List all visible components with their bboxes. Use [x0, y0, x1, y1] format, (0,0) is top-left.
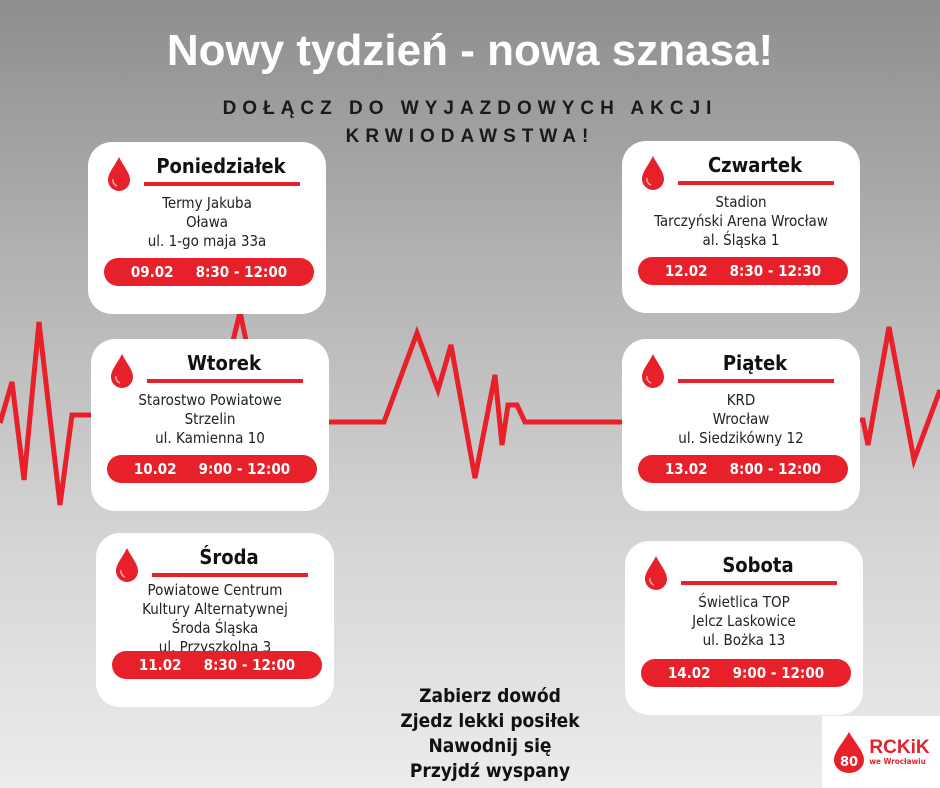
blood-drop-icon	[642, 156, 664, 190]
event-card: Środa Powiatowe Centrum Kultury Alternaty…	[96, 533, 334, 707]
blood-drop-icon	[108, 157, 130, 191]
event-card: Sobota Świetlica TOP Jelcz Laskowice ul. B…	[625, 541, 863, 715]
day-name: Sobota	[722, 553, 794, 577]
divider	[147, 379, 303, 383]
location-line: Powiatowe Centrum	[147, 581, 283, 599]
logo-city: we Wrocławiu	[869, 756, 926, 766]
divider	[152, 573, 308, 577]
location: Powiatowe Centrum Kultury Alternatywnej Śr…	[102, 581, 328, 657]
divider	[144, 182, 300, 186]
location-line: Środa Śląska	[171, 619, 259, 637]
date-time-badge: 13.02 8:00 - 12:00	[638, 455, 848, 483]
day-name: Czwartek	[707, 153, 803, 177]
time: 8:30 - 12:00	[195, 263, 288, 281]
divider	[681, 581, 837, 585]
divider	[678, 379, 834, 383]
date: 11.02	[138, 656, 182, 674]
day-name: Środa	[199, 545, 259, 569]
divider	[678, 181, 834, 185]
tip: Przyjdź wyspany	[409, 760, 571, 782]
date: 12.02	[664, 262, 708, 280]
subtitle-line: DOŁĄCZ DO WYJAZDOWYCH AKCJI	[222, 98, 718, 119]
event-card: Poniedziałek Termy Jakuba Oława ul. 1-go m…	[88, 142, 326, 314]
logo-badge: 80	[840, 755, 858, 770]
subtitle: DOŁĄCZ DO WYJAZDOWYCH AKCJI KRWIODAWSTWA!	[0, 95, 940, 151]
location-line: Stadion	[715, 193, 767, 211]
time: 8:30 - 12:30	[729, 262, 822, 280]
tip: Zjedz lekki posiłek	[400, 710, 580, 732]
date: 09.02	[130, 263, 174, 281]
time: 8:00 - 12:00	[729, 460, 822, 478]
location-line: Strzelin	[184, 410, 236, 428]
location-line: ul. Siedzikówny 12	[678, 429, 804, 447]
day-name: Wtorek	[187, 351, 261, 375]
date-time-badge: 09.02 8:30 - 12:00	[104, 258, 314, 286]
subtitle-line: KRWIODAWSTWA!	[345, 126, 595, 147]
time: 9:00 - 12:00	[732, 664, 825, 682]
day-name: Piątek	[722, 351, 788, 375]
tips-list: Zabierz dowód Zjedz lekki posiłek Nawodn…	[350, 684, 630, 784]
date: 13.02	[664, 460, 708, 478]
location-line: Kultury Alternatywnej	[142, 600, 288, 618]
rckik-logo: 80 RCKiK we Wrocławiu	[822, 716, 940, 788]
blood-drop-logo-icon: 80	[834, 732, 865, 773]
location-line: ul. Kamienna 10	[155, 429, 265, 447]
time: 8:30 - 12:00	[203, 656, 296, 674]
date: 14.02	[667, 664, 711, 682]
location-line: Termy Jakuba	[162, 194, 252, 212]
location: KRD Wrocław ul. Siedzikówny 12	[628, 391, 854, 448]
event-card: Piątek KRD Wrocław ul. Siedzikówny 12 13.0…	[622, 339, 860, 511]
blood-drop-icon	[645, 556, 667, 590]
location-line: Tarczyński Arena Wrocław	[654, 212, 828, 230]
page-title: Nowy tydzień - nowa sznasa!	[166, 26, 774, 75]
date-time-badge: 14.02 9:00 - 12:00	[641, 659, 851, 687]
blood-drop-icon	[111, 354, 133, 388]
location-line: Świetlica TOP	[698, 593, 790, 611]
date-time-badge: 10.02 9:00 - 12:00	[107, 455, 317, 483]
blood-drop-icon	[642, 354, 664, 388]
day-name: Poniedziałek	[156, 154, 286, 178]
location-line: ul. Bożka 13	[702, 631, 786, 649]
location-line: Jelcz Laskowice	[692, 612, 796, 630]
location-line: Starostwo Powiatowe	[138, 391, 282, 409]
date: 10.02	[133, 460, 177, 478]
event-card: Czwartek Stadion Tarczyński Arena Wrocław…	[622, 141, 860, 313]
date-time-badge: 12.02 8:30 - 12:30	[638, 257, 848, 285]
location-line: KRD	[726, 391, 756, 409]
location: Termy Jakuba Oława ul. 1-go maja 33a	[94, 194, 320, 251]
tip: Zabierz dowód	[419, 685, 561, 707]
logo-name: RCKiK	[869, 736, 930, 758]
tip: Nawodnij się	[428, 735, 552, 757]
blood-drop-icon	[116, 548, 138, 582]
location-line: Oława	[185, 213, 229, 231]
location: Świetlica TOP Jelcz Laskowice ul. Bożka 13	[631, 593, 857, 650]
location: Starostwo Powiatowe Strzelin ul. Kamienna …	[97, 391, 323, 448]
time: 9:00 - 12:00	[198, 460, 291, 478]
event-card: Wtorek Starostwo Powiatowe Strzelin ul. Ka…	[91, 339, 329, 511]
location-line: al. Śląska 1	[702, 231, 780, 249]
location-line: Wrocław	[712, 410, 770, 428]
location-line: ul. 1-go maja 33a	[147, 232, 267, 250]
location: Stadion Tarczyński Arena Wrocław al. Śląsk…	[628, 193, 854, 250]
date-time-badge: 11.02 8:30 - 12:00	[112, 651, 322, 679]
